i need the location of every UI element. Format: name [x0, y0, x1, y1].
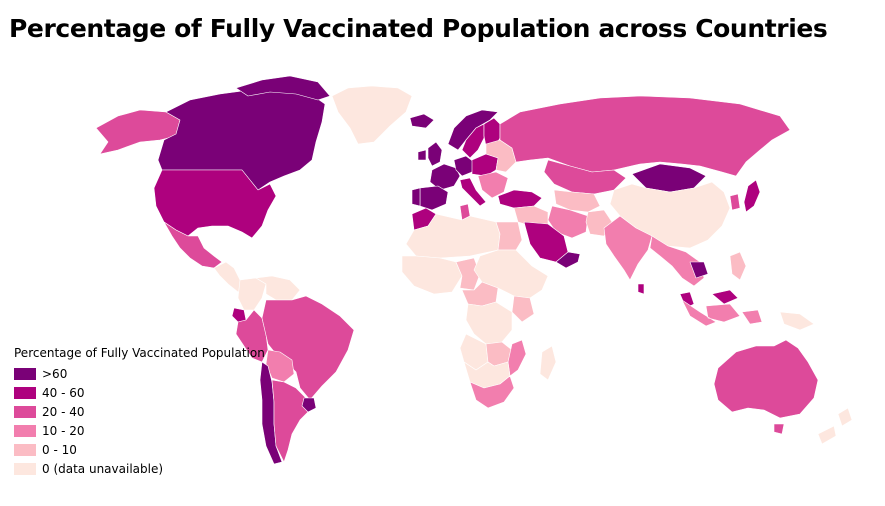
legend-swatch — [14, 462, 36, 475]
legend-label: 40 - 60 — [42, 385, 85, 400]
country-norway — [447, 109, 499, 151]
legend-label: 10 - 20 — [42, 423, 85, 438]
legend-title: Percentage of Fully Vaccinated Populatio… — [14, 346, 265, 360]
country-france — [429, 163, 461, 191]
map-title: Percentage of Fully Vaccinated Populatio… — [9, 14, 828, 43]
legend-item: 40 - 60 — [14, 383, 265, 402]
country-argentina — [271, 379, 311, 463]
country-uruguay — [301, 397, 317, 413]
country-tasmania — [773, 423, 785, 435]
country-balkans — [477, 171, 509, 199]
country-west-africa — [401, 255, 463, 295]
country-canada-islands — [235, 75, 331, 101]
country-greenland — [331, 85, 413, 145]
legend-label: >60 — [42, 366, 68, 381]
country-italy — [459, 177, 487, 207]
legend-item: 0 - 10 — [14, 440, 265, 459]
legend-swatch — [14, 367, 36, 380]
country-new-zealand — [817, 407, 853, 445]
country-united-kingdom — [427, 141, 443, 167]
country-sri-lanka — [637, 283, 645, 295]
country-dr-congo — [465, 301, 513, 345]
country-east-africa — [473, 249, 549, 299]
legend-label: 0 (data unavailable) — [42, 461, 164, 476]
legend-item: >60 — [14, 364, 265, 383]
country-iran — [547, 205, 589, 239]
country-mexico — [163, 221, 223, 269]
country-indonesia — [681, 299, 763, 327]
country-india — [603, 215, 653, 281]
country-japan — [743, 179, 761, 213]
country-central-asia — [553, 189, 601, 213]
country-turkey — [497, 189, 543, 209]
legend-item: 10 - 20 — [14, 421, 265, 440]
legend-swatch — [14, 443, 36, 456]
country-southeast-asia — [649, 235, 705, 287]
country-egypt — [495, 221, 523, 251]
legend-swatch — [14, 386, 36, 399]
country-philippines — [729, 251, 747, 281]
country-ireland — [417, 149, 427, 161]
country-australia — [713, 339, 819, 419]
country-gulf-states — [555, 251, 581, 269]
country-madagascar — [539, 345, 557, 381]
country-russia — [499, 95, 791, 177]
country-portugal — [411, 187, 421, 207]
country-mozambique — [507, 339, 527, 377]
country-ecuador — [231, 307, 247, 323]
country-iceland — [409, 113, 435, 129]
country-colombia — [237, 277, 267, 311]
country-south-africa — [469, 375, 515, 409]
legend-label: 20 - 40 — [42, 404, 85, 419]
country-spain — [419, 185, 449, 211]
country-korea — [729, 193, 741, 211]
legend: Percentage of Fully Vaccinated Populatio… — [14, 346, 265, 478]
country-kenya — [511, 295, 535, 323]
legend-item: 20 - 40 — [14, 402, 265, 421]
legend-item: 0 (data unavailable) — [14, 459, 265, 478]
legend-swatch — [14, 424, 36, 437]
country-papua-new-guinea — [779, 311, 815, 331]
legend-label: 0 - 10 — [42, 442, 77, 457]
legend-swatch — [14, 405, 36, 418]
country-cambodia — [689, 261, 709, 279]
